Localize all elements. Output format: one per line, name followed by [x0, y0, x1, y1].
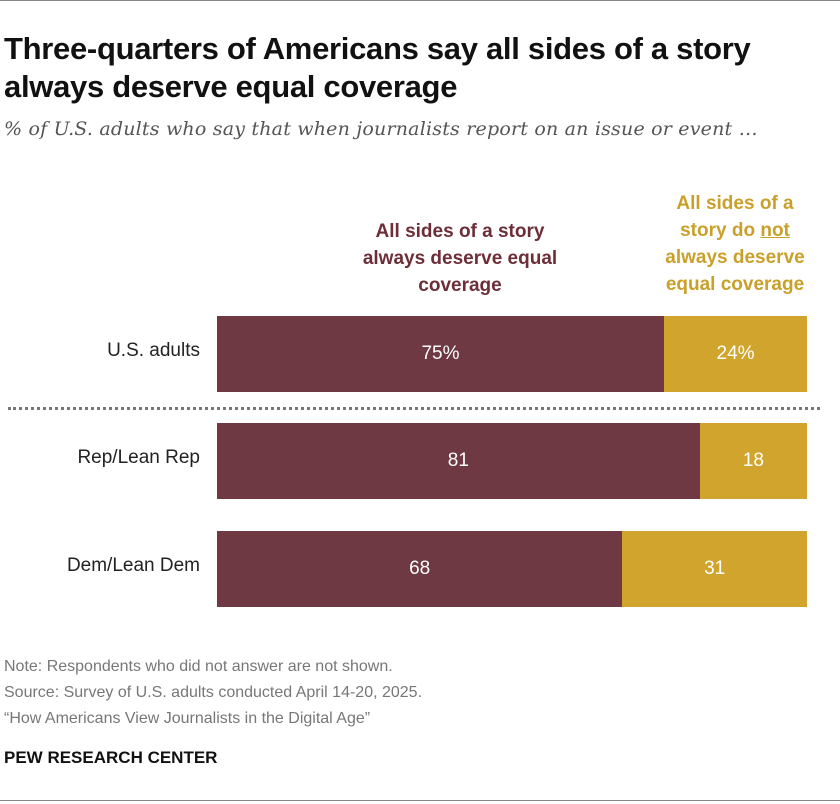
bar-segment: [699, 423, 808, 499]
bar-value-label: 75%: [421, 343, 460, 364]
bar-value-label: 24%: [716, 343, 755, 364]
bar-value-label: 18: [742, 450, 764, 471]
legend-gold-line: All sides of a: [676, 193, 794, 214]
group-divider: [8, 407, 820, 410]
notes-block: Note: Respondents who did not answer are…: [4, 654, 422, 732]
category-label: Dem/Lean Dem: [66, 555, 200, 576]
bottom-rule: [0, 800, 840, 801]
chart-title: Three-quarters of Americans say all side…: [4, 31, 751, 104]
legend-gold-line: equal coverage: [665, 274, 805, 295]
report-title: “How Americans View Journalists in the D…: [4, 710, 371, 727]
legend-always-equal: All sides of a story always deserve equa…: [362, 221, 558, 296]
legend-gold-line: always deserve: [665, 247, 805, 268]
legend-gold-line: story do not: [640, 217, 830, 244]
bar-value-label: 68: [409, 558, 431, 579]
legend-gold-text: story do: [680, 220, 761, 241]
category-label: U.S. adults: [107, 340, 200, 361]
legend-gold-emphasis: not: [760, 220, 790, 241]
bar-segment: [217, 423, 700, 499]
top-rule: [0, 0, 840, 1]
bar-value-label: 31: [704, 558, 726, 579]
source-text: Source: Survey of U.S. adults conducted …: [4, 684, 423, 701]
bar-value-label: 81: [447, 450, 469, 471]
category-label: Rep/Lean Rep: [77, 447, 200, 468]
chart-subtitle: % of U.S. adults who say that when journ…: [4, 118, 758, 140]
legend-not-always-equal: All sides of a story do not always deser…: [640, 190, 830, 298]
bar-segment: [217, 531, 623, 607]
note-text: Note: Respondents who did not answer are…: [4, 658, 393, 675]
bar-segment: [664, 316, 808, 392]
bar-segment: [622, 531, 808, 607]
pew-logo-text: PEW RESEARCH CENTER: [4, 748, 218, 767]
bar-segment: [217, 316, 664, 392]
